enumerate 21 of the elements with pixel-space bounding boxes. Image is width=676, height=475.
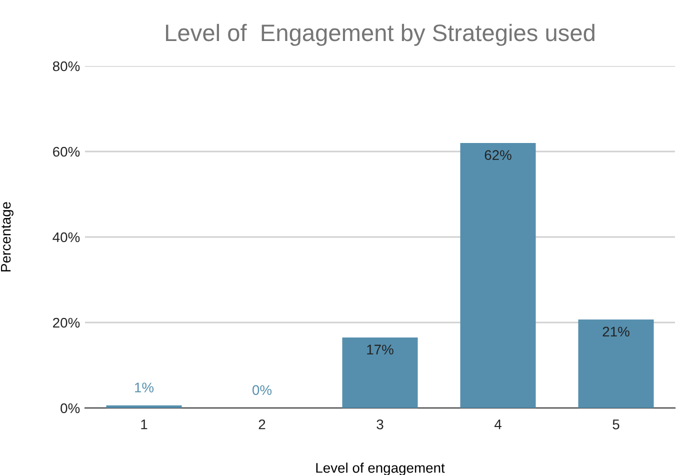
bar: [578, 320, 654, 408]
x-tick-label: 1: [141, 420, 148, 430]
data-label: 21%: [602, 326, 630, 336]
x-tick-label: 2: [258, 419, 266, 430]
chart-title: Level of Engagement by Strategies used: [166, 24, 594, 46]
bar: [106, 405, 182, 408]
y-tick-label: 20%: [53, 318, 80, 328]
data-label: 1%: [135, 382, 154, 392]
y-tick-label: 0%: [60, 403, 80, 414]
bar: [460, 142, 536, 408]
x-tick-label: 5: [612, 420, 620, 430]
y-tick-label: 60%: [53, 146, 80, 157]
y-tick-label: 80%: [52, 61, 80, 72]
x-tick-label: 4: [494, 420, 502, 430]
x-tick-label: 3: [376, 419, 384, 430]
data-label: 62%: [484, 150, 512, 160]
y-tick-label: 40%: [52, 232, 80, 242]
bar: [342, 337, 418, 408]
y-axis-title: Percentage: [1, 202, 14, 272]
data-label: 17%: [367, 344, 394, 354]
data-label: 0%: [252, 385, 272, 395]
